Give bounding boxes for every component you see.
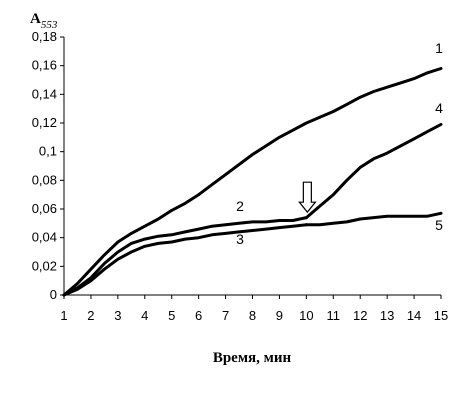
y-tick-label: 0,04 [32, 230, 57, 245]
y-axis-title-sub: 553 [41, 19, 58, 31]
x-tick-label: 8 [249, 308, 256, 323]
series-line-4 [304, 122, 443, 220]
series-label-4: 4 [435, 100, 443, 116]
x-axis-ticks: 1 2 3 4 5 6 7 8 9 10 11 12 13 14 15 [60, 295, 448, 323]
x-tick-label: 9 [276, 308, 283, 323]
series-line-5 [304, 211, 443, 227]
y-tick-label: 0,14 [32, 86, 57, 101]
series-label-2: 2 [236, 198, 244, 214]
x-tick-label: 10 [299, 308, 313, 323]
arrow-marker [298, 181, 317, 214]
series-label-3: 3 [236, 231, 244, 247]
series-line-1 [62, 67, 443, 297]
series-label-5: 5 [435, 217, 443, 233]
y-tick-label: 0,08 [32, 172, 57, 187]
y-axis-title-main: A [30, 11, 41, 27]
x-tick-label: 1 [60, 308, 67, 323]
series-label-1: 1 [435, 40, 443, 56]
series-line-3 [62, 223, 308, 297]
down-arrow-icon [298, 181, 317, 214]
x-tick-label: 4 [141, 308, 148, 323]
x-tick-label: 7 [222, 308, 229, 323]
x-tick-label: 11 [327, 308, 341, 323]
y-tick-label: 0,16 [32, 58, 57, 73]
y-tick-label: 0,06 [32, 201, 57, 216]
x-tick-label: 12 [353, 308, 367, 323]
y-tick-label: 0 [50, 287, 57, 302]
x-tick-label: 5 [168, 308, 175, 323]
y-tick-label: 0,12 [32, 115, 57, 130]
x-axis-title: Время, мин [213, 350, 292, 366]
x-tick-label: 3 [114, 308, 121, 323]
x-tick-label: 15 [434, 308, 448, 323]
y-axis-ticks: 0 0,02 0,04 0,06 0,08 0,1 0,12 0,14 0,16 0,18 [32, 29, 64, 302]
x-tick-label: 2 [87, 308, 94, 323]
x-tick-label: 6 [195, 308, 202, 323]
y-tick-label: 0,1 [39, 144, 57, 159]
series-line-2 [62, 216, 308, 297]
x-tick-label: 13 [380, 308, 394, 323]
y-tick-label: 0,02 [32, 258, 57, 273]
y-tick-label: 0,18 [32, 29, 57, 44]
series-group [62, 67, 443, 297]
x-tick-label: 14 [407, 308, 421, 323]
y-axis-title: A553 [30, 11, 58, 31]
series-labels: 1 2 3 4 5 [236, 40, 443, 247]
